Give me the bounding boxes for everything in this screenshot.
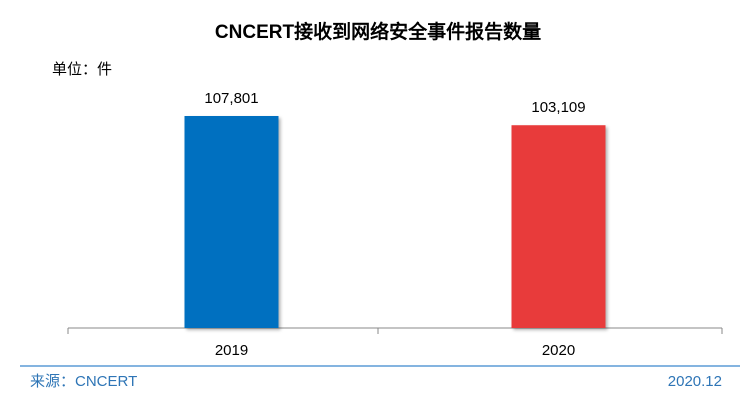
source: 来源：CNCERT [30, 373, 137, 390]
bar [184, 116, 279, 328]
date: 2020.12 [668, 373, 722, 390]
bar [511, 125, 606, 328]
value-label: 103,109 [531, 99, 585, 116]
x-tick-label: 2020 [542, 342, 575, 359]
value-label: 107,801 [204, 90, 258, 107]
x-tick-label: 2019 [215, 342, 248, 359]
unit-label: 单位：件 [52, 61, 112, 78]
chart-title: CNCERT接收到网络安全事件报告数量 [215, 20, 541, 43]
